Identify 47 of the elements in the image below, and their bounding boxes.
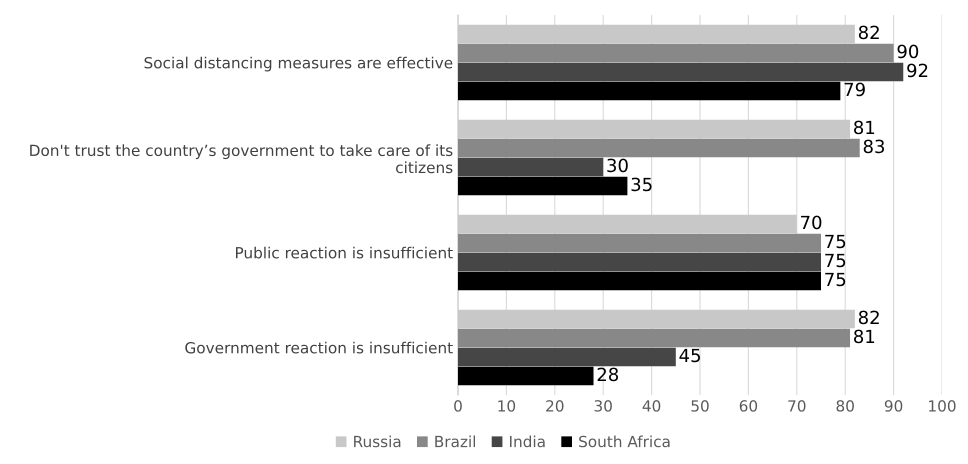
x-tick-label: 70 (788, 400, 806, 412)
bar (458, 272, 821, 290)
bar (458, 234, 821, 252)
x-tick-label: 10 (498, 400, 516, 412)
bar (458, 328, 850, 348)
bar (458, 138, 860, 158)
y-tick-label: Don't trust the country’s government to take care of its citizens (30, 144, 452, 174)
data-label: 75 (825, 254, 846, 268)
x-tick-label: 90 (884, 400, 902, 412)
x-tick-label: 0 (454, 400, 462, 412)
x-tick-label: 80 (836, 400, 854, 412)
bar (458, 62, 904, 82)
y-tick-label: Public reaction is insufficient (236, 246, 453, 259)
data-label: 35 (632, 178, 652, 192)
data-label: 92 (907, 64, 928, 78)
legend-label: Russia (354, 435, 400, 448)
bar (458, 366, 594, 386)
data-label: 82 (858, 26, 879, 40)
data-label: 81 (854, 330, 874, 344)
x-tick-label: 40 (642, 400, 660, 412)
bar (458, 158, 604, 176)
bar (458, 82, 840, 100)
x-tick-label: 20 (546, 400, 564, 412)
bar (458, 44, 894, 62)
legend-label: India (510, 435, 545, 448)
y-tick-label: Social distancing measures are effective (144, 56, 452, 72)
x-tick-label: 100 (929, 400, 956, 412)
data-label: 30 (607, 158, 628, 172)
x-tick-label: 30 (594, 400, 612, 412)
data-label: 79 (844, 82, 865, 96)
data-label: 83 (864, 140, 884, 154)
data-label: 82 (858, 310, 879, 324)
data-label: 75 (825, 272, 846, 286)
y-tick-label: Government reaction is insufficient (185, 342, 453, 354)
legend-label: South Africa (579, 435, 670, 448)
x-tick-label: 60 (740, 400, 758, 412)
bar (458, 348, 676, 366)
data-label: 45 (679, 348, 700, 362)
legend-label: Brazil (435, 435, 476, 448)
x-tick-label: 50 (691, 400, 709, 412)
bar (458, 252, 821, 272)
bar (458, 176, 628, 196)
data-label: 70 (801, 216, 822, 230)
data-label: 90 (898, 44, 918, 58)
data-label: 28 (598, 368, 618, 382)
data-label: 75 (825, 234, 846, 248)
data-label: 81 (854, 120, 874, 134)
